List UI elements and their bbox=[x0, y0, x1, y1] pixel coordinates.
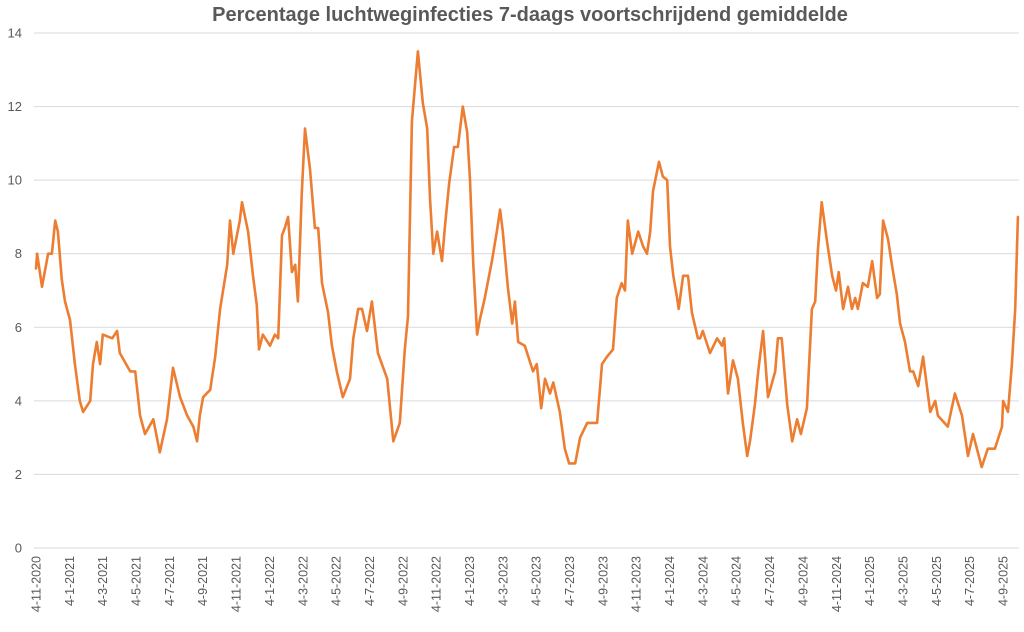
x-tick-label: 4-3-2022 bbox=[296, 556, 310, 606]
x-tick-label: 4-5-2025 bbox=[930, 556, 944, 606]
x-tick-label: 4-1-2021 bbox=[63, 556, 77, 606]
y-tick-label: 10 bbox=[8, 173, 22, 188]
y-tick-label: 12 bbox=[8, 99, 22, 114]
x-tick-label: 4-5-2023 bbox=[530, 556, 544, 606]
x-tick-label: 4-5-2024 bbox=[730, 556, 744, 606]
x-tick-label: 4-9-2024 bbox=[796, 556, 810, 606]
x-tick-label: 4-9-2021 bbox=[196, 556, 210, 606]
y-tick-label: 0 bbox=[15, 541, 22, 556]
x-tick-label: 4-11-2021 bbox=[230, 556, 244, 612]
x-tick-label: 4-11-2024 bbox=[830, 556, 844, 612]
x-tick-label: 4-3-2023 bbox=[496, 556, 510, 606]
x-tick-label: 4-7-2024 bbox=[763, 556, 777, 606]
x-tick-label: 4-7-2021 bbox=[163, 556, 177, 606]
x-tick-label: 4-1-2025 bbox=[863, 556, 877, 606]
x-tick-label: 4-7-2025 bbox=[963, 556, 977, 606]
x-tick-label: 4-1-2024 bbox=[663, 556, 677, 606]
x-tick-label: 4-1-2023 bbox=[463, 556, 477, 606]
x-tick-label: 4-11-2020 bbox=[30, 556, 44, 612]
x-tick-label: 4-11-2022 bbox=[430, 556, 444, 612]
x-tick-label: 4-5-2022 bbox=[330, 556, 344, 606]
y-tick-label: 14 bbox=[8, 26, 22, 41]
series-line bbox=[34, 50, 1020, 469]
y-axis-ticks: 0 2 4 6 8 10 12 14 bbox=[8, 26, 22, 556]
x-tick-label: 4-5-2021 bbox=[130, 556, 144, 606]
x-tick-label: 4-3-2025 bbox=[896, 556, 910, 606]
y-tick-label: 4 bbox=[15, 393, 22, 408]
x-tick-label: 4-3-2024 bbox=[696, 556, 710, 606]
x-tick-label: 4-9-2023 bbox=[596, 556, 610, 606]
x-tick-label: 4-9-2025 bbox=[997, 556, 1011, 606]
y-tick-label: 2 bbox=[15, 467, 22, 482]
chart-title: Percentage luchtweginfecties 7-daags voo… bbox=[212, 4, 848, 26]
series-group bbox=[34, 50, 1020, 469]
x-tick-label: 4-3-2021 bbox=[96, 556, 110, 606]
y-tick-label: 8 bbox=[15, 246, 22, 261]
x-axis-ticks: 4-11-2020 4-1-2021 4-3-2021 4-5-2021 4-7-202… bbox=[30, 556, 1011, 612]
x-tick-label: 4-9-2022 bbox=[396, 556, 410, 606]
gridlines bbox=[34, 32, 1019, 549]
x-tick-label: 4-7-2022 bbox=[363, 556, 377, 606]
y-tick-label: 6 bbox=[15, 320, 22, 335]
x-tick-label: 4-1-2022 bbox=[263, 556, 277, 606]
x-tick-label: 4-7-2023 bbox=[563, 556, 577, 606]
x-tick-label: 4-11-2023 bbox=[630, 556, 644, 612]
